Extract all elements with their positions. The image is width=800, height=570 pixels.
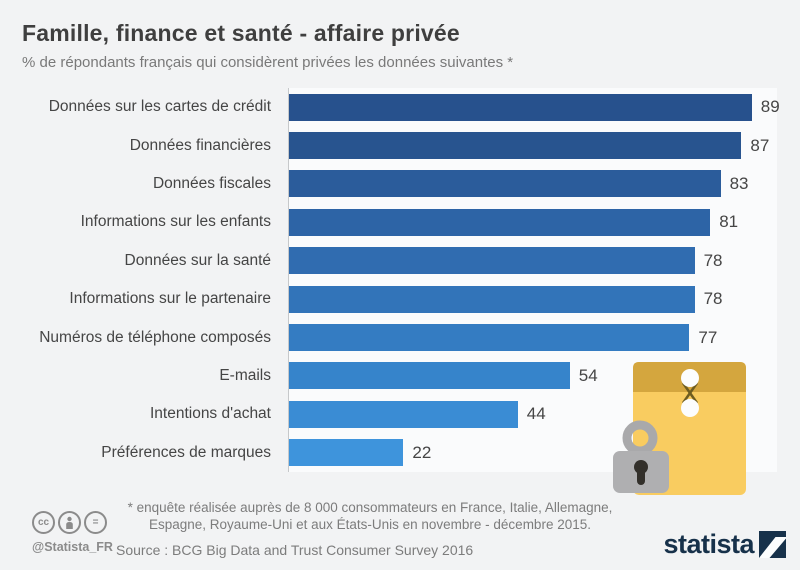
bar [289, 439, 404, 467]
source-line: Source : BCG Big Data and Trust Consumer… [116, 542, 474, 558]
bar-value: 54 [578, 365, 598, 385]
category-label: Données financières [129, 136, 271, 154]
bar [289, 324, 690, 352]
bar-value: 78 [703, 289, 723, 309]
bar-value: 87 [750, 135, 770, 155]
bar [289, 93, 752, 121]
bar-row: Numéros de téléphone composés 77 [0, 318, 800, 356]
bar [289, 132, 742, 160]
bar-value: 83 [729, 173, 749, 193]
footnote-line1: * enquête réalisée auprès de 8 000 conso… [127, 500, 613, 515]
statista-handle[interactable]: @Statista_FR [32, 540, 113, 554]
chart-subtitle: % de répondants français qui considèrent… [22, 54, 514, 71]
bar-value: 77 [698, 327, 718, 347]
bar-row: Données financières 87 [0, 126, 800, 164]
bar-rows: Données sur les cartes de crédit 89 Donnée… [0, 88, 800, 472]
license-block: cc = @Statista_FR [32, 511, 147, 554]
bar [289, 208, 711, 236]
bar-row: Informations sur le partenaire 78 [0, 280, 800, 318]
bar [289, 362, 570, 390]
bar-row: E-mails 54 [0, 357, 800, 395]
bar [289, 170, 721, 198]
license-icons: cc = [32, 511, 147, 534]
bar-row: Données fiscales 83 [0, 165, 800, 203]
chart-title: Famille, finance et santé - affaire priv… [22, 20, 460, 46]
bar-row: Données sur les cartes de crédit 89 [0, 88, 800, 126]
bar-row: Préférences de marques 22 [0, 434, 800, 472]
category-label: Numéros de téléphone composés [39, 328, 271, 346]
bar-value: 89 [760, 97, 780, 117]
category-label: Intentions d'achat [149, 405, 271, 423]
category-label: Données sur la santé [124, 251, 271, 269]
bar-value: 78 [703, 250, 723, 270]
footnote: * enquête réalisée auprès de 8 000 conso… [116, 500, 624, 533]
attribution-icon [58, 511, 81, 534]
category-label: Informations sur les enfants [80, 213, 271, 231]
bar-value: 44 [526, 404, 546, 424]
locked-envelope-icon [613, 362, 746, 495]
bar [289, 285, 695, 313]
category-label: Données fiscales [152, 174, 271, 192]
category-label: Préférences de marques [101, 443, 271, 461]
category-label: Données sur les cartes de crédit [48, 98, 271, 116]
statista-logo[interactable]: statista [663, 531, 786, 558]
footnote-block: * enquête réalisée auprès de 8 000 conso… [116, 500, 624, 558]
bar-row: Données sur la santé 78 [0, 242, 800, 280]
cc-icon: cc [32, 511, 55, 534]
bar-value: 81 [719, 212, 739, 232]
bar [289, 400, 518, 428]
statista-logo-text: statista [663, 529, 754, 559]
bar-row: Informations sur les enfants 81 [0, 203, 800, 241]
bar [289, 247, 695, 275]
bar-chart: Données sur les cartes de crédit 89 Donnée… [0, 88, 800, 472]
no-derivatives-icon: = [84, 511, 107, 534]
bar-row: Intentions d'achat 44 [0, 395, 800, 433]
category-label: E-mails [219, 366, 271, 384]
category-label: Informations sur le partenaire [69, 290, 271, 308]
bar-value: 22 [412, 442, 432, 462]
statista-logo-mark [759, 531, 786, 558]
header: Famille, finance et santé - affaire priv… [0, 0, 800, 73]
footnote-line2: Espagne, Royaume-Uni et aux États-Unis e… [149, 516, 591, 532]
